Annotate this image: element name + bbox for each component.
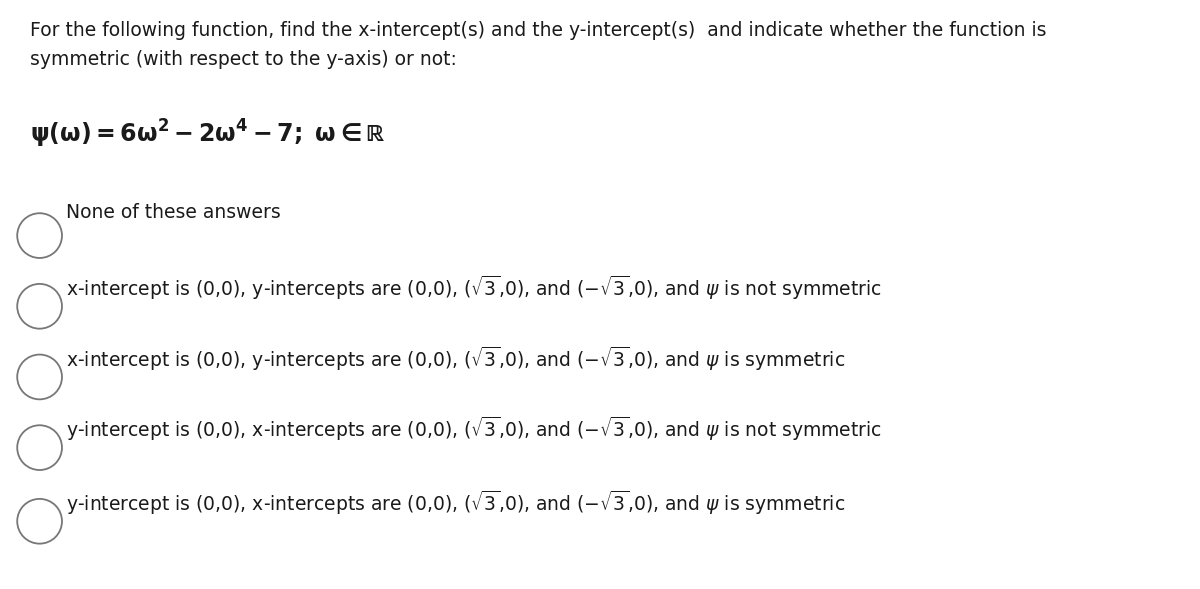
Text: y-intercept is (0,0), x-intercepts are (0,0), $(\sqrt{3}$,0), and $(-\sqrt{3}$,0: y-intercept is (0,0), x-intercepts are (… <box>66 489 845 517</box>
Text: x-intercept is (0,0), y-intercepts are (0,0), $(\sqrt{3}$,0), and $(-\sqrt{3}$,0: x-intercept is (0,0), y-intercepts are (… <box>66 274 882 302</box>
Text: For the following function, find the x-intercept(s) and the y-intercept(s)  and : For the following function, find the x-i… <box>30 21 1046 39</box>
Text: x-intercept is (0,0), y-intercepts are (0,0), $(\sqrt{3}$,0), and $(-\sqrt{3}$,0: x-intercept is (0,0), y-intercepts are (… <box>66 345 845 373</box>
Text: symmetric (with respect to the y-axis) or not:: symmetric (with respect to the y-axis) o… <box>30 50 457 69</box>
Text: None of these answers: None of these answers <box>66 203 281 222</box>
Text: y-intercept is (0,0), x-intercepts are (0,0), $(\sqrt{3}$,0), and $(-\sqrt{3}$,0: y-intercept is (0,0), x-intercepts are (… <box>66 415 882 444</box>
Text: $\mathbf{\psi(\omega) = 6\omega^2 - 2\omega^4 - 7;\ \omega \in \mathbb{R}}$: $\mathbf{\psi(\omega) = 6\omega^2 - 2\om… <box>30 118 385 150</box>
